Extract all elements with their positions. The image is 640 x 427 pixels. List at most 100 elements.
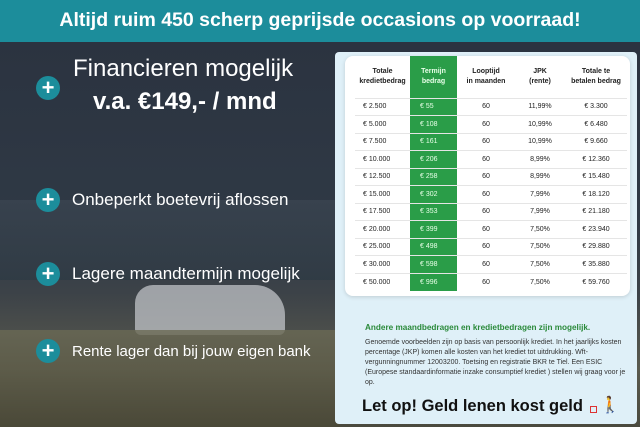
table-cell: € 6.480 (565, 115, 627, 133)
table-cell: 7,50% (515, 255, 565, 273)
feature-item: + Onbeperkt boetevrij aflossen (36, 188, 288, 212)
table-cell: 60 (457, 202, 515, 221)
feature-financing: + (36, 76, 60, 100)
table-cell: € 50.000 (355, 272, 410, 291)
table-cell: 11,99% (515, 97, 565, 116)
credit-table: Totale kredietbedrag Termijn bedrag Looptijd… (355, 56, 627, 291)
header-line: betalen bedrag (571, 77, 621, 85)
table-row: € 10.000 € 206 60 8,99% € 12.360 (355, 150, 627, 168)
table-row: € 30.000 € 598 60 7,50% € 35.880 (355, 255, 627, 273)
table-cell: € 21.180 (565, 202, 627, 221)
walking-person-icon: 🚶 (600, 397, 620, 414)
table-cell: € 3.300 (565, 97, 627, 116)
table-cell: 7,99% (515, 202, 565, 221)
feature-label: Onbeperkt boetevrij aflossen (72, 190, 289, 209)
table-row: € 20.000 € 399 60 7,50% € 23.940 (355, 220, 627, 238)
table-cell: € 353 (410, 202, 457, 221)
table-cell: 7,50% (515, 272, 565, 291)
table-cell: 60 (457, 115, 515, 133)
table-cell: € 35.880 (565, 255, 627, 273)
table-cell: € 23.940 (565, 220, 627, 238)
table-cell: € 206 (410, 150, 457, 168)
table-row: € 7.500 € 161 60 10,99% € 9.660 (355, 132, 627, 151)
plus-icon: + (36, 339, 60, 363)
table-cell: € 15.000 (355, 185, 410, 203)
table-row: € 12.500 € 258 60 8,99% € 15.480 (355, 167, 627, 186)
table-cell: 60 (457, 220, 515, 238)
table-cell: 60 (457, 97, 515, 116)
feature-item: + Lagere maandtermijn mogelijk (36, 262, 300, 286)
table-cell: 60 (457, 150, 515, 168)
table-cell: 60 (457, 255, 515, 273)
table-cell: 8,99% (515, 167, 565, 186)
table-cell: 60 (457, 237, 515, 256)
table-row: € 15.000 € 302 60 7,99% € 18.120 (355, 185, 627, 203)
header-line: bedrag (421, 77, 446, 85)
table-row: € 25.000 € 498 60 7,50% € 29.880 (355, 237, 627, 256)
table-cell: € 20.000 (355, 220, 410, 238)
table-cell: 60 (457, 132, 515, 151)
table-cell: € 29.880 (565, 237, 627, 256)
table-cell: € 399 (410, 220, 457, 238)
table-cell: € 25.000 (355, 237, 410, 256)
table-cell: 7,99% (515, 185, 565, 203)
column-header: Looptijd in maanden (457, 56, 515, 98)
table-cell: 7,50% (515, 237, 565, 256)
feature-label: Lagere maandtermijn mogelijk (72, 264, 300, 283)
warning-text: Let op! Geld lenen kost geld (362, 397, 583, 415)
table-cell: € 258 (410, 167, 457, 186)
table-cell: € 2.500 (355, 97, 410, 116)
plus-icon: + (36, 76, 60, 100)
column-header: Termijn bedrag (410, 56, 457, 98)
table-cell: 60 (457, 167, 515, 186)
table-row: € 17.500 € 353 60 7,99% € 21.180 (355, 202, 627, 221)
financing-title: Financieren mogelijk (73, 55, 294, 82)
note-text: Genoemde voorbeelden zijn op basis van p… (365, 339, 626, 386)
table-cell: 7,50% (515, 220, 565, 238)
table-cell: € 12.500 (355, 167, 410, 186)
table-cell: € 10.000 (355, 150, 410, 168)
table-cell: 8,99% (515, 150, 565, 168)
table-row: € 5.000 € 108 60 10,99% € 6.480 (355, 115, 627, 133)
header-line: JPK (533, 67, 547, 75)
header-line: Totale te (581, 67, 611, 75)
table-cell: € 161 (410, 132, 457, 151)
table-cell: € 59.760 (565, 272, 627, 291)
table-cell: € 498 (410, 237, 457, 256)
header-line: Looptijd (472, 67, 500, 75)
table-cell: € 598 (410, 255, 457, 273)
feature-label: Rente lager dan bij jouw eigen bank (72, 342, 311, 360)
table-cell: 10,99% (515, 115, 565, 133)
table-row: € 50.000 € 996 60 7,50% € 59.760 (355, 272, 627, 291)
table-cell: € 108 (410, 115, 457, 133)
header-line: (rente) (529, 77, 551, 85)
column-header: JPK (rente) (515, 56, 565, 98)
table-cell: € 302 (410, 185, 457, 203)
table-cell: 10,99% (515, 132, 565, 151)
table-cell: € 9.660 (565, 132, 627, 151)
table-row: € 2.500 € 55 60 11,99% € 3.300 (355, 97, 627, 116)
header-line: kredietbedrag (359, 77, 406, 85)
feature-item: + Rente lager dan bij jouw eigen bank (36, 339, 311, 363)
table-cell: € 18.120 (565, 185, 627, 203)
table-cell: 60 (457, 272, 515, 291)
table-cell: 60 (457, 185, 515, 203)
column-header: Totale te betalen bedrag (565, 56, 627, 98)
table-cell: € 12.360 (565, 150, 627, 168)
car-image (135, 285, 285, 335)
header-line: Totale (372, 67, 393, 75)
table-cell: € 5.000 (355, 115, 410, 133)
financing-price: v.a. €149,- / mnd (93, 88, 277, 115)
headline-banner: Altijd ruim 450 scherp geprijsde occasio… (0, 0, 640, 42)
table-cell: € 55 (410, 97, 457, 116)
table-cell: € 996 (410, 272, 457, 291)
table-cell: € 30.000 (355, 255, 410, 273)
header-line: Termijn (421, 67, 446, 75)
plus-icon: + (36, 188, 60, 212)
table-cell: € 15.480 (565, 167, 627, 186)
note-heading: Andere maandbedragen en kredietbedragen … (365, 323, 591, 332)
header-line: in maanden (466, 77, 506, 85)
warning-logo-icon (590, 406, 597, 413)
plus-icon: + (36, 262, 60, 286)
table-cell: € 17.500 (355, 202, 410, 221)
